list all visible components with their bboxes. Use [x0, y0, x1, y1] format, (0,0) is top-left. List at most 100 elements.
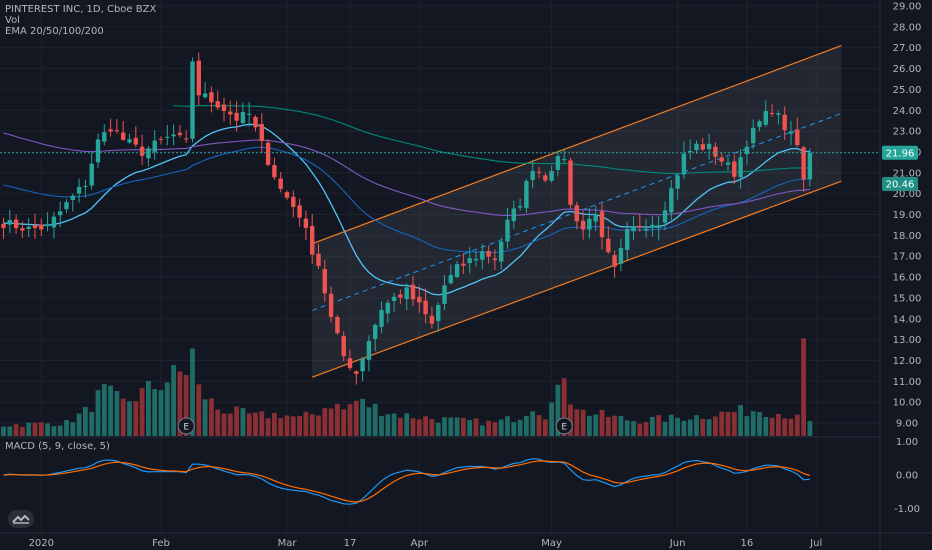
time-tick-label: 2020: [29, 538, 54, 549]
volume-bar: [246, 413, 252, 436]
volume-bar: [675, 417, 680, 436]
candle-body: [461, 263, 466, 266]
tradingview-logo-icon[interactable]: [8, 510, 34, 528]
volume-bar: [435, 422, 441, 436]
candle-body: [202, 93, 208, 98]
candle-body: [58, 211, 63, 216]
volume-bar: [13, 424, 19, 436]
candle-body: [429, 315, 435, 324]
macd-tick-label: -1.00: [894, 504, 920, 515]
candle-body: [366, 341, 372, 360]
candle-body: [574, 205, 579, 222]
price-tick-label: 25.00: [893, 85, 922, 96]
volume-bar: [7, 426, 13, 436]
channel-upper-line: [311, 45, 842, 245]
candle-body: [423, 300, 428, 315]
candle-body: [278, 178, 283, 189]
current-price-tag: 20.46: [886, 180, 915, 191]
macd-tick-label: 1.00: [896, 437, 918, 448]
volume-bar: [574, 409, 580, 436]
candle-body: [13, 219, 19, 229]
price-tick-label: 10.00: [893, 398, 922, 409]
candle-body: [536, 171, 542, 173]
volume-legend[interactable]: Vol: [5, 15, 20, 26]
candle-body: [272, 165, 277, 178]
candle-body: [70, 195, 75, 200]
candle-body: [83, 185, 88, 187]
price-tick-label: 13.00: [893, 335, 922, 346]
price-tick-label: 24.00: [893, 106, 922, 117]
candle-body: [347, 358, 353, 369]
volume-bar: [353, 400, 359, 436]
candle-body: [788, 131, 794, 134]
volume-bar: [769, 417, 775, 436]
volume-bar: [209, 398, 214, 436]
candle-body: [744, 146, 750, 155]
volume-bar: [108, 385, 113, 436]
candle-body: [738, 157, 743, 178]
symbol-title[interactable]: PINTEREST INC, 1D, Cboe BZX: [5, 4, 157, 15]
candle-body: [95, 139, 101, 163]
candle-body: [196, 60, 201, 96]
candle-body: [694, 143, 699, 151]
volume-bar: [782, 418, 788, 436]
candle-body: [45, 224, 50, 227]
volume-bar: [221, 413, 227, 436]
volume-bar: [347, 404, 353, 436]
volume-bar: [568, 404, 573, 436]
volume-bar: [731, 412, 737, 436]
volume-bar: [410, 418, 416, 436]
volume-bar: [505, 416, 510, 436]
candle-body: [297, 205, 302, 218]
candle-body: [373, 324, 378, 339]
candle-body: [669, 188, 674, 213]
price-tick-label: 28.00: [893, 22, 922, 33]
volume-bar: [473, 418, 479, 436]
volume-bar: [738, 405, 743, 436]
price-tick-label: 14.00: [893, 314, 922, 325]
ema-legend[interactable]: EMA 20/50/100/200: [5, 26, 104, 37]
volume-bar: [341, 409, 347, 436]
volume-bar: [530, 411, 536, 436]
volume-bar: [259, 411, 265, 436]
volume-bar: [398, 417, 403, 436]
price-tick-label: 15.00: [893, 293, 922, 304]
earnings-badge-label: E: [561, 423, 567, 433]
volume-bar: [1, 426, 6, 436]
price-tick-label: 19.00: [893, 210, 922, 221]
candlesticks[interactable]: [1, 52, 813, 385]
price-tick-label: 26.00: [893, 64, 922, 75]
volume-bar: [624, 420, 630, 436]
candle-body: [763, 111, 768, 125]
candle-body: [769, 112, 775, 114]
candle-body: [39, 224, 44, 230]
candle-body: [165, 136, 170, 138]
volume-bar: [265, 418, 271, 436]
candle-body: [473, 258, 479, 261]
candle-body: [492, 258, 498, 261]
volume-bar: [278, 418, 284, 436]
volume-bar: [612, 415, 617, 436]
candle-body: [467, 258, 472, 264]
volume-bar: [366, 407, 372, 436]
volume-bar: [404, 413, 410, 436]
macd-legend[interactable]: MACD (5, 9, close, 5): [5, 441, 110, 452]
last-price-tag-bg: [882, 145, 918, 160]
candle-body: [631, 226, 636, 232]
volume-bar: [240, 408, 246, 436]
candle-body: [643, 228, 649, 231]
volume-bar: [757, 412, 762, 436]
candle-body: [480, 251, 485, 260]
candle-body: [328, 293, 334, 318]
chart-legend: PINTEREST INC, 1D, Cboe BZX Vol EMA 20/5…: [5, 4, 156, 37]
candle-body: [190, 61, 195, 139]
macd-tick-label: 0.00: [896, 471, 918, 482]
time-tick-label: Jun: [669, 538, 686, 549]
volume-bar: [744, 416, 750, 436]
macd-pane[interactable]: [3, 458, 811, 505]
candle-body: [782, 114, 787, 131]
volume-bar: [631, 421, 636, 436]
candle-body: [89, 163, 94, 186]
